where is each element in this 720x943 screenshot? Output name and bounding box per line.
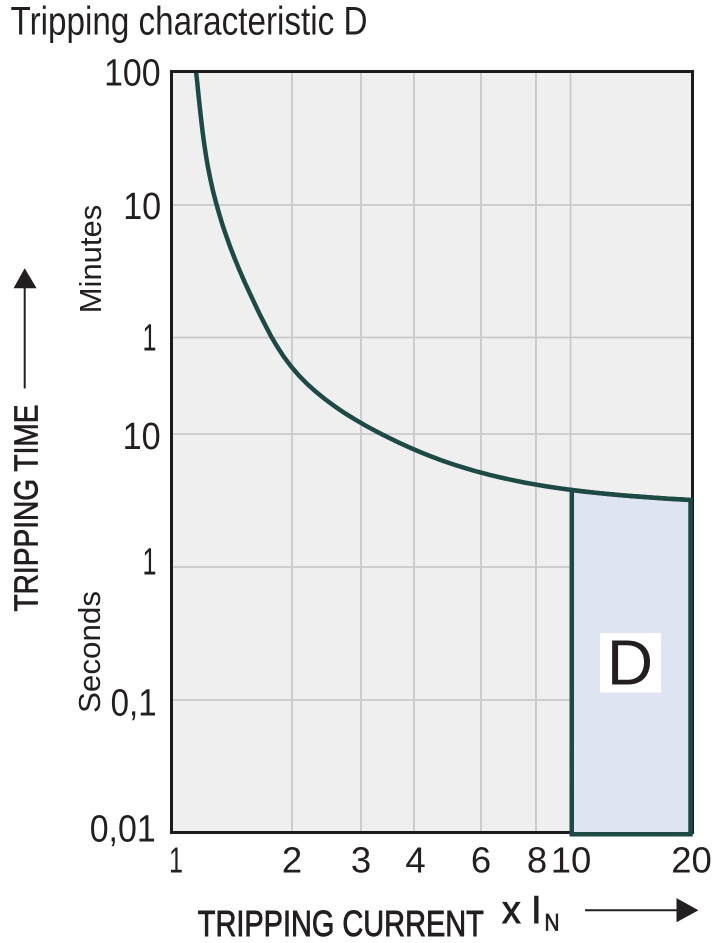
svg-text:10: 10 (551, 839, 592, 880)
svg-text:1: 1 (143, 318, 157, 360)
svg-text:10: 10 (123, 186, 161, 228)
svg-text:20: 20 (671, 839, 712, 880)
svg-text:x I: x I (502, 889, 542, 932)
svg-text:N: N (545, 910, 560, 937)
svg-text:Tripping characteristic D: Tripping characteristic D (11, 0, 368, 44)
svg-text:6: 6 (471, 839, 491, 880)
svg-text:3: 3 (351, 839, 371, 880)
svg-text:Seconds: Seconds (72, 591, 107, 713)
svg-text:0,1: 0,1 (111, 683, 157, 725)
svg-text:D: D (607, 627, 653, 699)
svg-text:8: 8 (527, 839, 547, 880)
svg-text:0,01: 0,01 (90, 809, 156, 851)
svg-text:4: 4 (405, 839, 425, 880)
svg-text:1: 1 (143, 542, 157, 584)
svg-text:10: 10 (123, 416, 161, 458)
svg-text:1: 1 (169, 839, 183, 880)
svg-text:TRIPPING TIME: TRIPPING TIME (9, 405, 46, 612)
svg-text:Minutes: Minutes (73, 205, 108, 314)
svg-text:2: 2 (282, 839, 302, 880)
svg-text:TRIPPING CURRENT: TRIPPING CURRENT (198, 903, 484, 943)
svg-text:100: 100 (104, 53, 161, 95)
